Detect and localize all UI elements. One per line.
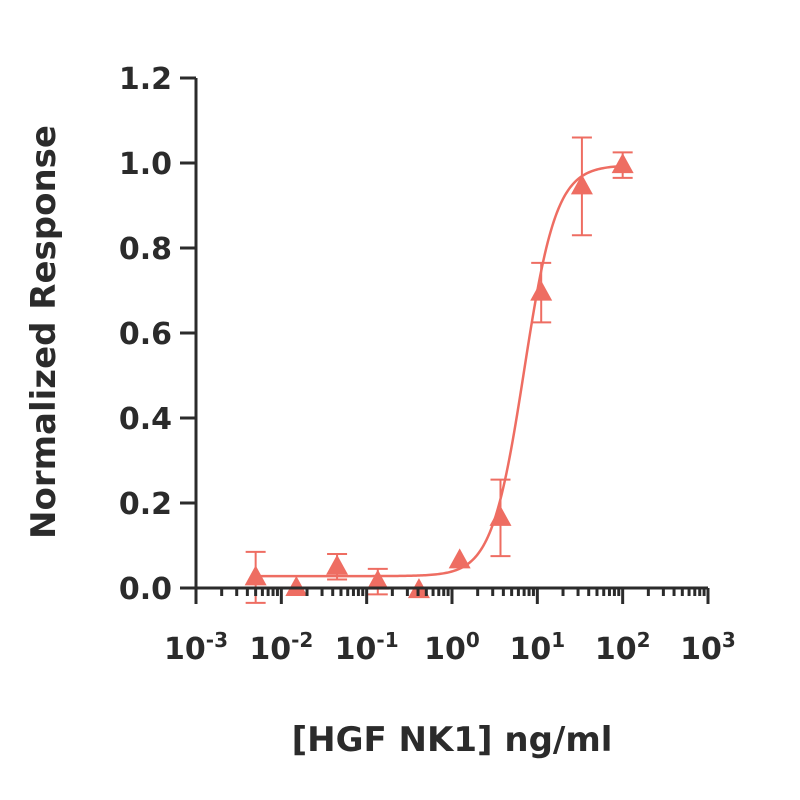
y-tick-label: 0.4 bbox=[119, 402, 172, 437]
x-tick-label: 103 bbox=[680, 628, 736, 667]
data-point bbox=[448, 548, 471, 569]
data-point bbox=[326, 554, 349, 575]
x-tick-label: 100 bbox=[424, 628, 480, 667]
axes: 0.0 0.2 0.4 0.6 0.8 1.0 1.2 10-3 10-2 10-1 100 101 1… bbox=[119, 62, 736, 667]
data-point bbox=[285, 576, 308, 596]
plot-marks bbox=[244, 136, 634, 604]
y-tick-label: 0.8 bbox=[119, 232, 172, 267]
y-tick-label: 0.2 bbox=[119, 487, 172, 522]
x-tick-label: 101 bbox=[509, 628, 565, 667]
x-tick-label: 10-2 bbox=[249, 628, 313, 667]
data-point bbox=[366, 569, 389, 590]
x-tick-label: 10-3 bbox=[164, 628, 228, 667]
y-tick-label: 1.2 bbox=[119, 62, 172, 97]
y-axis-title: Normalized Response bbox=[24, 125, 64, 539]
data-point bbox=[244, 565, 267, 586]
y-tick-label: 0.0 bbox=[119, 572, 172, 607]
y-tick-label: 0.6 bbox=[119, 317, 172, 352]
fit-curve bbox=[255, 164, 623, 578]
x-tick-label: 10-1 bbox=[335, 628, 399, 667]
x-tick-label: 102 bbox=[595, 628, 651, 667]
data-point bbox=[611, 153, 634, 174]
y-tick-label: 1.0 bbox=[119, 147, 172, 182]
data-point bbox=[489, 505, 512, 526]
x-axis-title: [HGF NK1] ng/ml bbox=[292, 720, 613, 760]
data-point bbox=[570, 174, 593, 195]
data-point bbox=[530, 280, 553, 301]
